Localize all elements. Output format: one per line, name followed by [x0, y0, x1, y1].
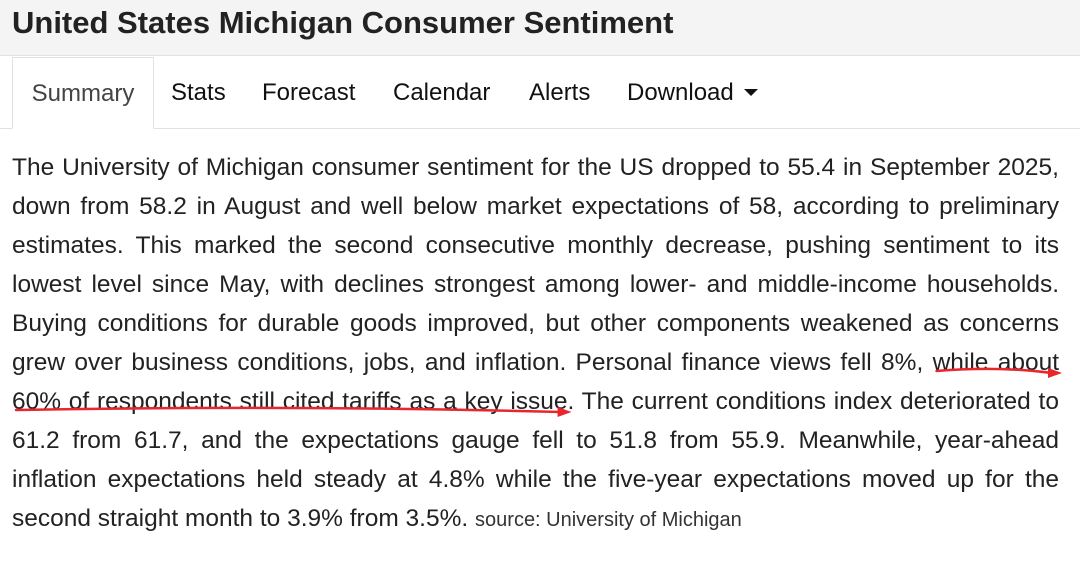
summary-text-before: The University of Michigan consumer sent… — [12, 154, 1059, 376]
tab-stats[interactable]: Stats — [171, 79, 226, 106]
caret-down-icon — [743, 89, 758, 96]
tab-download-label: Download — [627, 79, 734, 106]
tab-bar: Summary Stats Forecast Calendar Alerts D… — [0, 57, 1080, 129]
source-text: source: University of Michigan — [475, 509, 742, 531]
summary-text-after: . The current conditions index deteriora… — [12, 388, 1059, 532]
tab-summary[interactable]: Summary — [12, 57, 154, 129]
tab-alerts[interactable]: Alerts — [529, 79, 591, 106]
summary-paragraph: The University of Michigan consumer sent… — [12, 148, 1059, 540]
page-title: United States Michigan Consumer Sentimen… — [12, 5, 674, 40]
tab-calendar[interactable]: Calendar — [393, 79, 491, 106]
page-header: United States Michigan Consumer Sentimen… — [0, 0, 1080, 56]
tab-forecast[interactable]: Forecast — [262, 79, 356, 106]
tab-download[interactable]: Download — [627, 57, 758, 129]
